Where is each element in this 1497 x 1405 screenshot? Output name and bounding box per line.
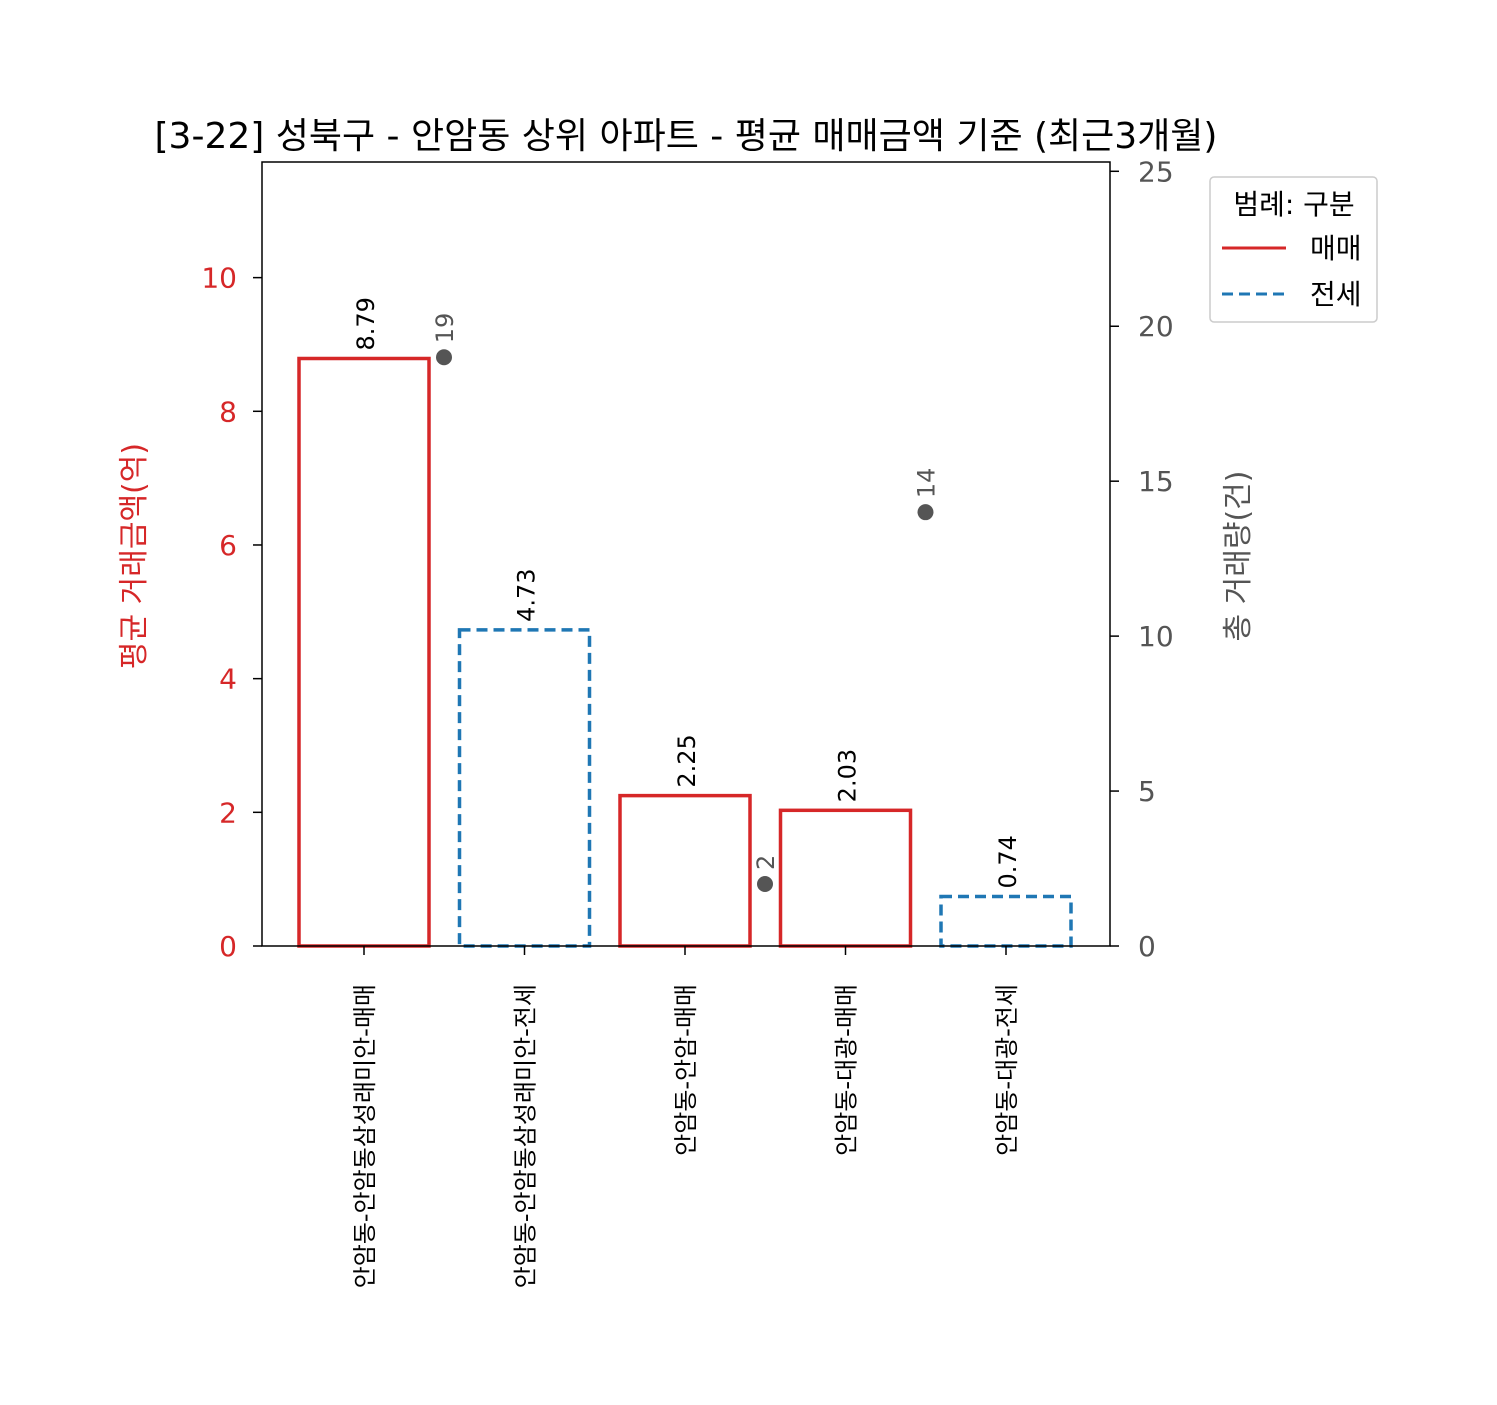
volume-points-layer: 19 2 14 — [431, 313, 941, 893]
volume-point-label: 2 — [752, 855, 780, 870]
right-tick-label: 25 — [1138, 155, 1174, 188]
chart-title: [3-22] 성북구 - 안암동 상위 아파트 - 평균 매매금액 기준 (최근… — [155, 116, 1218, 157]
x-tick-label: 안암동-안암동삼성래미안-매매 — [351, 984, 379, 1288]
left-tick-label: 8 — [219, 395, 237, 428]
plot-frame — [261, 161, 1111, 947]
volume-point — [917, 504, 934, 521]
bar-value-label: 4.73 — [513, 568, 541, 621]
left-axis-label: 평균 거래금액(억) — [117, 443, 152, 669]
x-tick-label: 안암동-안암동삼성래미안-전세 — [512, 984, 540, 1288]
bar-value-label: 8.79 — [352, 297, 380, 350]
left-y-axis: 0 2 4 6 8 10 — [201, 262, 262, 963]
right-tick-label: 0 — [1138, 930, 1156, 963]
legend-label-sale: 매매 — [1310, 232, 1362, 265]
legend-box — [1209, 176, 1378, 323]
volume-point-label: 14 — [913, 468, 941, 499]
left-tick-label: 0 — [219, 930, 237, 963]
right-y-axis: 0 5 10 15 20 25 — [1110, 155, 1174, 963]
left-tick-label: 2 — [219, 796, 237, 829]
left-tick-label: 6 — [219, 529, 237, 562]
volume-point-label: 19 — [431, 313, 459, 344]
left-tick-label: 10 — [201, 262, 237, 295]
bar-labels-layer: 8.79 4.73 2.25 2.03 0.74 — [352, 297, 1022, 888]
volume-point — [757, 876, 773, 893]
volume-point — [436, 349, 452, 366]
legend-title: 범례: 구분 — [1233, 188, 1354, 221]
x-tick-label: 안암동-대광-전세 — [993, 984, 1021, 1156]
bar-value-label: 2.03 — [834, 749, 862, 802]
left-tick-label: 4 — [219, 663, 237, 696]
x-axis: 안암동-안암동삼성래미안-매매 안암동-안암동삼성래미안-전세 안암동-안암-매매 안… — [351, 946, 1021, 1288]
x-tick-label: 안암동-대광-매매 — [833, 984, 861, 1156]
right-tick-label: 5 — [1138, 775, 1156, 808]
x-tick-label: 안암동-안암-매매 — [672, 984, 700, 1156]
bar — [297, 356, 431, 948]
right-tick-label: 15 — [1138, 465, 1174, 498]
bar — [618, 793, 752, 948]
bar — [939, 894, 1073, 948]
right-axis-label: 총 거래량(건) — [1221, 471, 1256, 642]
legend-label-jeonse: 전세 — [1310, 278, 1362, 311]
right-tick-label: 10 — [1138, 620, 1174, 653]
bars-layer — [297, 356, 1073, 948]
bar-value-label: 2.25 — [673, 734, 701, 787]
legend: 범례: 구분 매매 전세 — [1209, 176, 1378, 323]
bar-value-label: 0.74 — [994, 835, 1022, 888]
bar — [778, 808, 913, 948]
bar — [457, 628, 592, 948]
right-tick-label: 20 — [1138, 310, 1174, 343]
